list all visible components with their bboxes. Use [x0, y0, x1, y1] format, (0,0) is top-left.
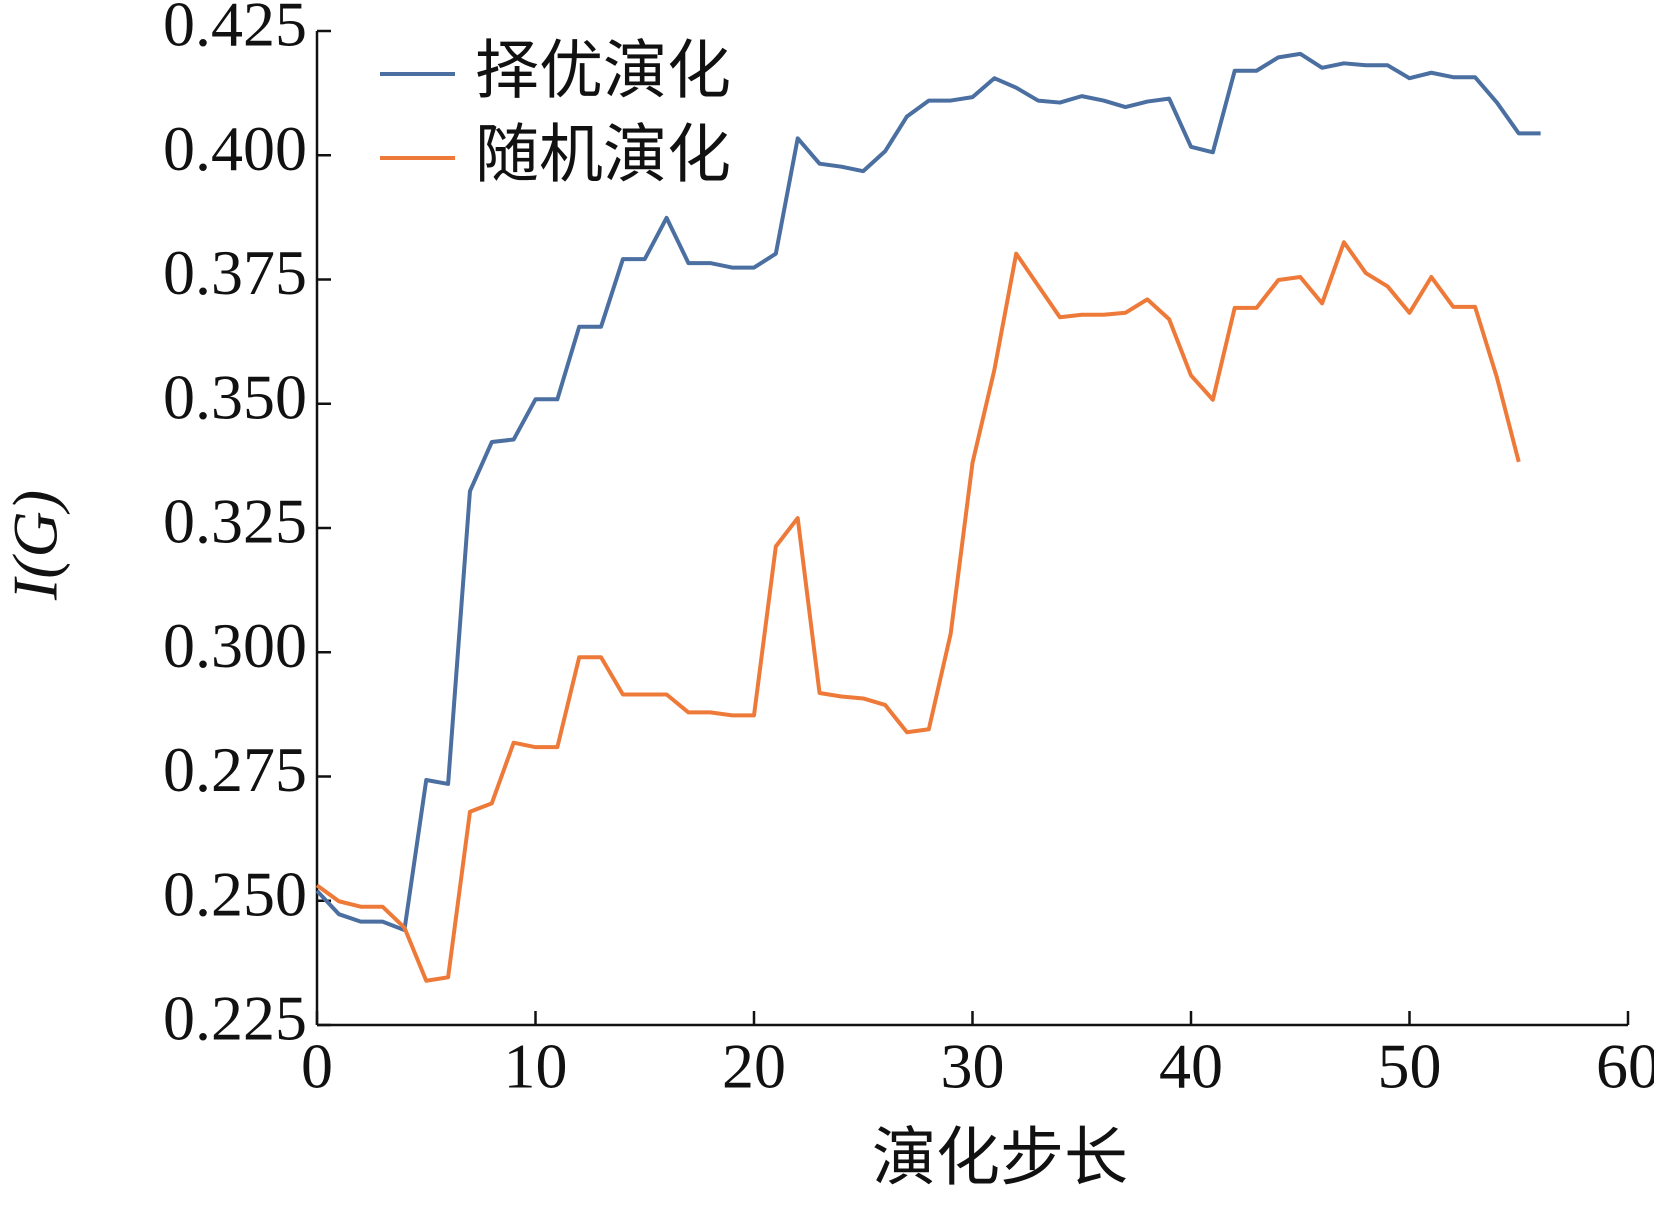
x-tick-label: 40: [1159, 1031, 1223, 1102]
y-tick-label: 0.225: [163, 983, 307, 1054]
x-tick-label: 30: [941, 1031, 1005, 1102]
y-tick-label: 0.400: [163, 113, 307, 184]
y-tick-label: 0.275: [163, 734, 307, 805]
x-axis-label: 演化步长: [872, 1123, 1128, 1194]
y-tick-label: 0.375: [163, 237, 307, 308]
y-tick-label: 0.325: [163, 486, 307, 557]
x-tick-label: 60: [1596, 1031, 1654, 1102]
y-tick-label: 0.250: [163, 858, 307, 929]
data-line: [315, 51, 1541, 933]
legend-label: 随机演化: [475, 120, 731, 191]
x-tick-label: 20: [722, 1031, 786, 1102]
y-tick-label: 0.350: [163, 361, 307, 432]
x-tick-label: 10: [504, 1031, 568, 1102]
x-tick-label: 50: [1378, 1031, 1442, 1102]
y-tick-label: 0.425: [163, 0, 307, 60]
y-axis-label: I(G): [0, 490, 71, 601]
x-tick-label: 0: [301, 1031, 333, 1102]
data-line: [315, 240, 1521, 983]
legend-label: 择优演化: [475, 36, 731, 107]
y-tick-label: 0.300: [163, 610, 307, 681]
